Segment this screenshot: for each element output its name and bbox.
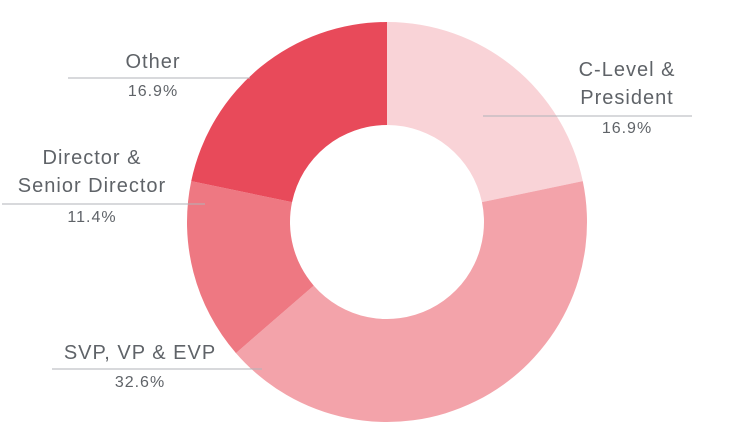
value-label: 16.9%	[601, 120, 653, 137]
value-label: 32.6%	[114, 374, 166, 391]
slice-label: C-Level & President	[578, 59, 676, 109]
value-label: 16.9%	[127, 83, 179, 100]
donut-slice	[191, 22, 387, 203]
value-label: 11.4%	[67, 209, 117, 226]
slice-label: SVP, VP & EVP	[63, 342, 217, 364]
donut-slice	[387, 22, 583, 203]
slice-label: Director & Senior Director	[17, 147, 167, 197]
slice-label: Other	[125, 51, 181, 73]
donut-slice	[235, 181, 587, 422]
donut-slice	[186, 181, 314, 354]
